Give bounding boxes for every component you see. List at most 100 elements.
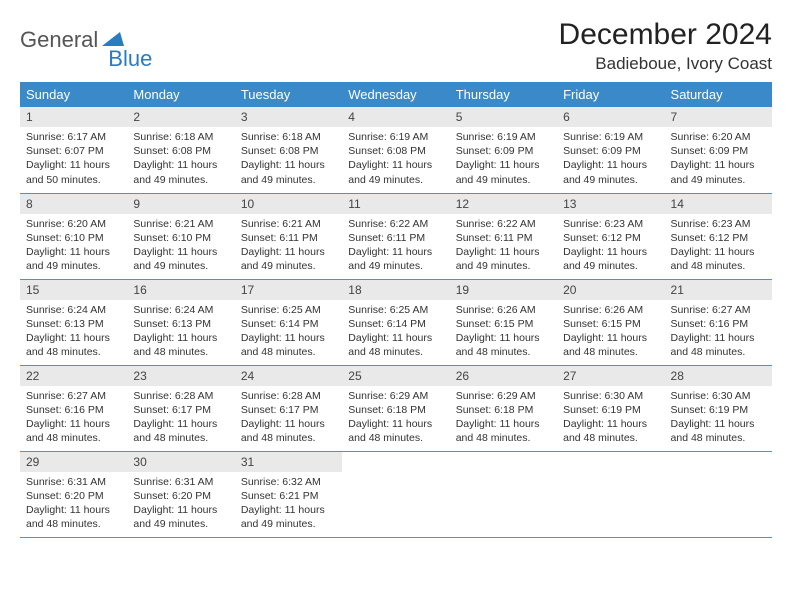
- day-details: Sunrise: 6:29 AMSunset: 6:18 PMDaylight:…: [342, 386, 449, 450]
- day-details: Sunrise: 6:31 AMSunset: 6:20 PMDaylight:…: [127, 472, 234, 536]
- header: General Blue December 2024 Badieboue, Iv…: [20, 18, 772, 74]
- day-details: Sunrise: 6:24 AMSunset: 6:13 PMDaylight:…: [127, 300, 234, 364]
- day-number: 1: [20, 107, 127, 127]
- calendar-cell: 22Sunrise: 6:27 AMSunset: 6:16 PMDayligh…: [20, 365, 127, 451]
- calendar-cell: 12Sunrise: 6:22 AMSunset: 6:11 PMDayligh…: [450, 193, 557, 279]
- day-details: Sunrise: 6:21 AMSunset: 6:11 PMDaylight:…: [235, 214, 342, 278]
- day-number: 23: [127, 366, 234, 386]
- day-details: Sunrise: 6:19 AMSunset: 6:09 PMDaylight:…: [450, 127, 557, 191]
- day-details: Sunrise: 6:26 AMSunset: 6:15 PMDaylight:…: [450, 300, 557, 364]
- calendar-row: 8Sunrise: 6:20 AMSunset: 6:10 PMDaylight…: [20, 193, 772, 279]
- day-number: 12: [450, 194, 557, 214]
- day-details: Sunrise: 6:26 AMSunset: 6:15 PMDaylight:…: [557, 300, 664, 364]
- day-details: Sunrise: 6:19 AMSunset: 6:09 PMDaylight:…: [557, 127, 664, 191]
- calendar-cell: 25Sunrise: 6:29 AMSunset: 6:18 PMDayligh…: [342, 365, 449, 451]
- calendar-cell: 31Sunrise: 6:32 AMSunset: 6:21 PMDayligh…: [235, 451, 342, 537]
- day-number: 18: [342, 280, 449, 300]
- calendar-cell: [450, 451, 557, 537]
- calendar-cell: 6Sunrise: 6:19 AMSunset: 6:09 PMDaylight…: [557, 107, 664, 193]
- day-details: Sunrise: 6:19 AMSunset: 6:08 PMDaylight:…: [342, 127, 449, 191]
- day-number: 14: [665, 194, 772, 214]
- day-details: Sunrise: 6:23 AMSunset: 6:12 PMDaylight:…: [557, 214, 664, 278]
- day-details: Sunrise: 6:30 AMSunset: 6:19 PMDaylight:…: [665, 386, 772, 450]
- day-details: Sunrise: 6:20 AMSunset: 6:09 PMDaylight:…: [665, 127, 772, 191]
- weekday-header: Friday: [557, 82, 664, 107]
- day-number: 19: [450, 280, 557, 300]
- calendar-row: 1Sunrise: 6:17 AMSunset: 6:07 PMDaylight…: [20, 107, 772, 193]
- calendar-cell: 29Sunrise: 6:31 AMSunset: 6:20 PMDayligh…: [20, 451, 127, 537]
- day-number: 4: [342, 107, 449, 127]
- day-number: 17: [235, 280, 342, 300]
- day-details: Sunrise: 6:28 AMSunset: 6:17 PMDaylight:…: [127, 386, 234, 450]
- logo-text-blue: Blue: [108, 46, 152, 72]
- calendar-cell: 21Sunrise: 6:27 AMSunset: 6:16 PMDayligh…: [665, 279, 772, 365]
- calendar-cell: 4Sunrise: 6:19 AMSunset: 6:08 PMDaylight…: [342, 107, 449, 193]
- day-details: Sunrise: 6:27 AMSunset: 6:16 PMDaylight:…: [665, 300, 772, 364]
- calendar-cell: 16Sunrise: 6:24 AMSunset: 6:13 PMDayligh…: [127, 279, 234, 365]
- day-number: 29: [20, 452, 127, 472]
- location: Badieboue, Ivory Coast: [559, 54, 772, 74]
- day-details: Sunrise: 6:24 AMSunset: 6:13 PMDaylight:…: [20, 300, 127, 364]
- day-number: 26: [450, 366, 557, 386]
- day-number: 3: [235, 107, 342, 127]
- weekday-header: Wednesday: [342, 82, 449, 107]
- day-details: Sunrise: 6:20 AMSunset: 6:10 PMDaylight:…: [20, 214, 127, 278]
- calendar-cell: 18Sunrise: 6:25 AMSunset: 6:14 PMDayligh…: [342, 279, 449, 365]
- calendar-cell: [665, 451, 772, 537]
- day-details: Sunrise: 6:32 AMSunset: 6:21 PMDaylight:…: [235, 472, 342, 536]
- day-number: 21: [665, 280, 772, 300]
- calendar-cell: 8Sunrise: 6:20 AMSunset: 6:10 PMDaylight…: [20, 193, 127, 279]
- day-number: 28: [665, 366, 772, 386]
- calendar-cell: 24Sunrise: 6:28 AMSunset: 6:17 PMDayligh…: [235, 365, 342, 451]
- weekday-header: Sunday: [20, 82, 127, 107]
- calendar-cell: 13Sunrise: 6:23 AMSunset: 6:12 PMDayligh…: [557, 193, 664, 279]
- calendar-body: 1Sunrise: 6:17 AMSunset: 6:07 PMDaylight…: [20, 107, 772, 537]
- day-details: Sunrise: 6:18 AMSunset: 6:08 PMDaylight:…: [235, 127, 342, 191]
- calendar-row: 22Sunrise: 6:27 AMSunset: 6:16 PMDayligh…: [20, 365, 772, 451]
- day-number: 10: [235, 194, 342, 214]
- calendar-cell: 19Sunrise: 6:26 AMSunset: 6:15 PMDayligh…: [450, 279, 557, 365]
- day-number: 24: [235, 366, 342, 386]
- day-details: Sunrise: 6:28 AMSunset: 6:17 PMDaylight:…: [235, 386, 342, 450]
- calendar-cell: 7Sunrise: 6:20 AMSunset: 6:09 PMDaylight…: [665, 107, 772, 193]
- calendar-cell: 2Sunrise: 6:18 AMSunset: 6:08 PMDaylight…: [127, 107, 234, 193]
- day-number: 15: [20, 280, 127, 300]
- day-details: Sunrise: 6:27 AMSunset: 6:16 PMDaylight:…: [20, 386, 127, 450]
- calendar-cell: 15Sunrise: 6:24 AMSunset: 6:13 PMDayligh…: [20, 279, 127, 365]
- day-number: 27: [557, 366, 664, 386]
- day-details: Sunrise: 6:17 AMSunset: 6:07 PMDaylight:…: [20, 127, 127, 191]
- calendar-cell: 23Sunrise: 6:28 AMSunset: 6:17 PMDayligh…: [127, 365, 234, 451]
- calendar-cell: 27Sunrise: 6:30 AMSunset: 6:19 PMDayligh…: [557, 365, 664, 451]
- day-number: 7: [665, 107, 772, 127]
- calendar-cell: 30Sunrise: 6:31 AMSunset: 6:20 PMDayligh…: [127, 451, 234, 537]
- calendar-cell: 10Sunrise: 6:21 AMSunset: 6:11 PMDayligh…: [235, 193, 342, 279]
- calendar-row: 15Sunrise: 6:24 AMSunset: 6:13 PMDayligh…: [20, 279, 772, 365]
- calendar-table: SundayMondayTuesdayWednesdayThursdayFrid…: [20, 82, 772, 538]
- day-number: 8: [20, 194, 127, 214]
- calendar-cell: 14Sunrise: 6:23 AMSunset: 6:12 PMDayligh…: [665, 193, 772, 279]
- weekday-header: Monday: [127, 82, 234, 107]
- calendar-row: 29Sunrise: 6:31 AMSunset: 6:20 PMDayligh…: [20, 451, 772, 537]
- calendar-cell: [557, 451, 664, 537]
- day-details: Sunrise: 6:21 AMSunset: 6:10 PMDaylight:…: [127, 214, 234, 278]
- day-number: 25: [342, 366, 449, 386]
- day-number: 30: [127, 452, 234, 472]
- day-details: Sunrise: 6:25 AMSunset: 6:14 PMDaylight:…: [235, 300, 342, 364]
- day-details: Sunrise: 6:23 AMSunset: 6:12 PMDaylight:…: [665, 214, 772, 278]
- calendar-cell: 20Sunrise: 6:26 AMSunset: 6:15 PMDayligh…: [557, 279, 664, 365]
- day-number: 9: [127, 194, 234, 214]
- day-number: 22: [20, 366, 127, 386]
- day-number: 13: [557, 194, 664, 214]
- calendar-cell: 17Sunrise: 6:25 AMSunset: 6:14 PMDayligh…: [235, 279, 342, 365]
- day-number: 2: [127, 107, 234, 127]
- calendar-cell: 26Sunrise: 6:29 AMSunset: 6:18 PMDayligh…: [450, 365, 557, 451]
- calendar-cell: 5Sunrise: 6:19 AMSunset: 6:09 PMDaylight…: [450, 107, 557, 193]
- calendar-cell: 9Sunrise: 6:21 AMSunset: 6:10 PMDaylight…: [127, 193, 234, 279]
- calendar-cell: 28Sunrise: 6:30 AMSunset: 6:19 PMDayligh…: [665, 365, 772, 451]
- day-details: Sunrise: 6:31 AMSunset: 6:20 PMDaylight:…: [20, 472, 127, 536]
- day-number: 16: [127, 280, 234, 300]
- day-details: Sunrise: 6:25 AMSunset: 6:14 PMDaylight:…: [342, 300, 449, 364]
- day-number: 6: [557, 107, 664, 127]
- day-number: 11: [342, 194, 449, 214]
- day-details: Sunrise: 6:22 AMSunset: 6:11 PMDaylight:…: [450, 214, 557, 278]
